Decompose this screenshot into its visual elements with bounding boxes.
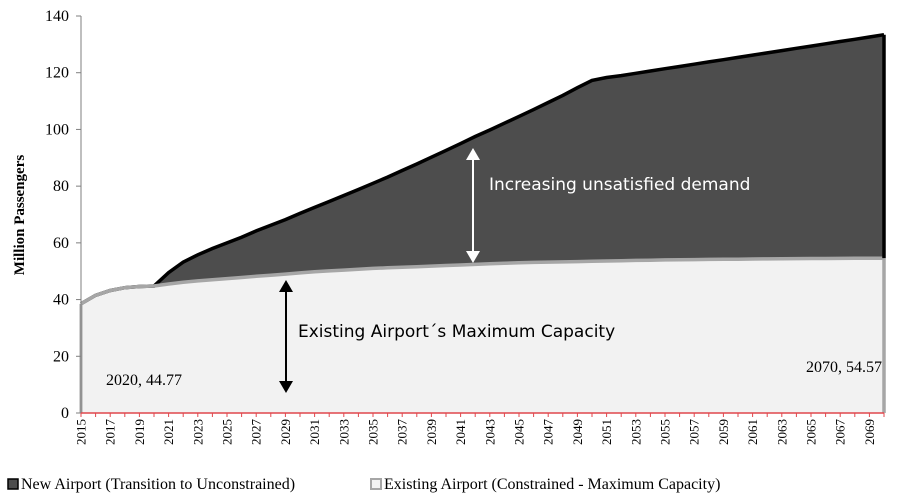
y-tick-label: 20	[53, 348, 69, 365]
x-tick-label: 2067	[833, 419, 848, 446]
x-tick-label: 2029	[278, 419, 293, 445]
x-tick-label: 2061	[745, 419, 760, 445]
x-tick-label: 2025	[220, 419, 235, 445]
legend-label-existing-airport: Existing Airport (Constrained - Maximum …	[384, 476, 720, 493]
area-existing-airport	[81, 258, 884, 413]
x-tick-label: 2015	[74, 419, 89, 445]
x-tick-label: 2035	[366, 419, 381, 445]
legend: New Airport (Transition to Unconstrained…	[7, 476, 720, 493]
plot-areas	[79, 32, 886, 413]
y-tick-label: 140	[45, 8, 69, 25]
x-tick-label: 2053	[628, 419, 643, 445]
y-tick-label: 100	[45, 121, 69, 138]
line-new-airport	[80, 32, 885, 306]
data-label-2070: 2070, 54.57	[806, 359, 882, 376]
x-tick-label: 2051	[599, 419, 614, 445]
x-tick-label: 2031	[307, 419, 322, 445]
x-tick-label: 2019	[132, 419, 147, 445]
x-tick-label: 2027	[249, 419, 264, 446]
x-tick-label: 2017	[103, 419, 118, 446]
capacity-arrow	[279, 280, 293, 393]
y-tick-label: 60	[53, 235, 69, 252]
y-tick-label: 0	[61, 405, 69, 422]
y-tick-labels: 0 20 40 60 80 100 120 140	[45, 8, 69, 422]
x-tick-label: 2057	[687, 419, 702, 446]
unsatisfied-demand-annotation: Increasing unsatisfied demand	[489, 175, 750, 195]
capacity-annotation: Existing Airport´s Maximum Capacity	[298, 322, 615, 342]
legend-swatch-new-airport	[7, 478, 19, 490]
x-tick-label: 2043	[482, 419, 497, 445]
x-tick-label: 2021	[161, 419, 176, 445]
x-tick-label: 2069	[862, 419, 877, 445]
line-existing-airport	[80, 256, 884, 306]
y-axis-label: Million Passengers	[12, 155, 28, 276]
x-tick-label: 2055	[658, 419, 673, 445]
axes	[76, 15, 885, 417]
x-tick-label: 2063	[774, 419, 789, 445]
x-tick-label: 2049	[570, 419, 585, 445]
y-tick-label: 80	[53, 178, 69, 195]
x-tick-label: 2033	[336, 419, 351, 445]
x-tick-labels: 2015 2017 2019 2021 2023 2025 2027 2029 2031 2033…	[74, 419, 877, 446]
x-tick-label: 2039	[424, 419, 439, 445]
y-tick-label: 40	[53, 292, 69, 309]
x-tick-label: 2059	[716, 419, 731, 445]
x-tick-label: 2065	[804, 419, 819, 445]
x-tick-label: 2045	[512, 419, 527, 445]
legend-item-new-airport: New Airport (Transition to Unconstrained…	[7, 476, 295, 493]
x-tick-label: 2037	[395, 419, 410, 446]
x-tick-label: 2023	[190, 419, 205, 445]
data-label-2020: 2020, 44.77	[106, 372, 182, 389]
y-tick-label: 120	[45, 65, 69, 82]
unsatisfied-demand-arrow	[466, 148, 480, 263]
legend-item-existing-airport: Existing Airport (Constrained - Maximum …	[370, 476, 720, 493]
x-tick-label: 2047	[541, 419, 556, 446]
legend-label-new-airport: New Airport (Transition to Unconstrained…	[21, 476, 295, 493]
legend-swatch-existing-airport	[370, 478, 382, 490]
x-tick-label: 2041	[453, 419, 468, 445]
